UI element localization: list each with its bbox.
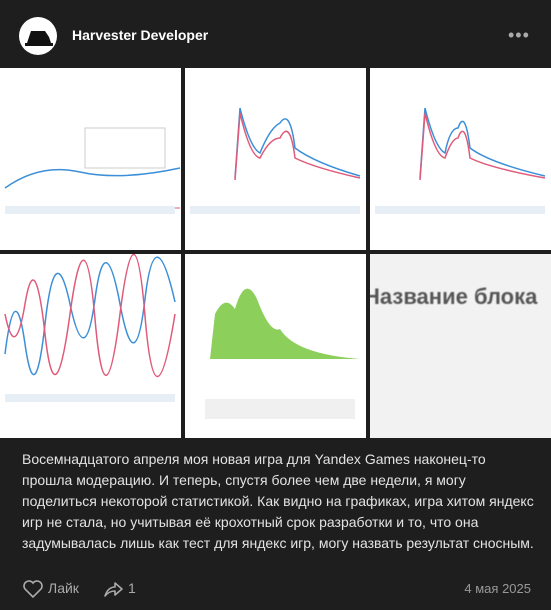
share-count: 1 xyxy=(128,580,136,596)
gallery-image[interactable] xyxy=(0,254,181,438)
author-name[interactable]: Harvester Developer xyxy=(72,27,209,43)
chart-thumbnail xyxy=(4,127,181,214)
avatar-icon xyxy=(25,31,53,46)
post-text: Восемнадцатого апреля моя новая игра для… xyxy=(22,451,534,551)
gallery-image[interactable] xyxy=(0,68,181,250)
like-label[interactable]: Лайк xyxy=(48,580,79,596)
gallery-image[interactable] xyxy=(185,254,366,438)
chart-thumbnail xyxy=(4,254,176,402)
like-icon[interactable] xyxy=(22,578,44,600)
chart-thumbnail xyxy=(375,107,546,214)
gallery-image[interactable] xyxy=(185,68,366,250)
chart-thumbnail xyxy=(190,107,361,214)
image-text: Название блока xyxy=(370,284,538,309)
share-icon[interactable] xyxy=(102,578,124,600)
gallery-image[interactable]: Название блока xyxy=(370,254,551,438)
avatar[interactable] xyxy=(19,17,57,55)
gallery-image[interactable] xyxy=(370,68,551,250)
more-menu[interactable]: ••• xyxy=(508,25,530,45)
post-date: 4 мая 2025 xyxy=(464,581,531,596)
chart-thumbnail xyxy=(205,288,360,419)
